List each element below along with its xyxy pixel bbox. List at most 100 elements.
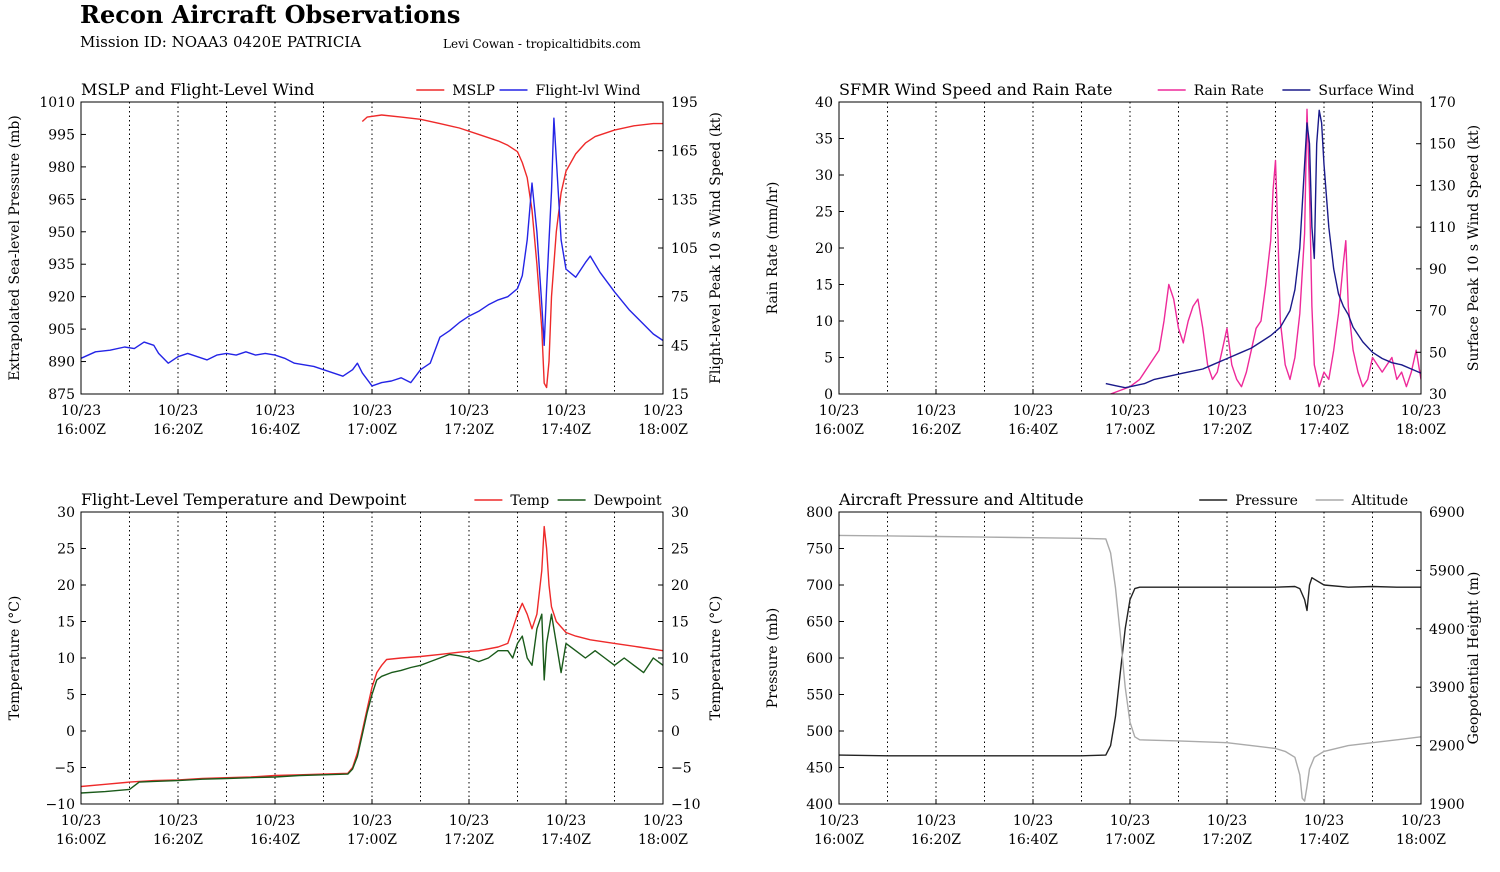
- y-tick-label: 30: [815, 168, 833, 184]
- x-tick-label-time: 17:00Z: [1105, 832, 1155, 848]
- x-tick-label-date: 10/23: [643, 403, 683, 419]
- y-tick-label: 5: [66, 688, 75, 704]
- x-tick-label-date: 10/23: [1401, 403, 1441, 419]
- series-line-0: [361, 114, 663, 389]
- y2-tick-label: 130: [1429, 178, 1456, 194]
- y2-tick-label: 5900: [1429, 563, 1465, 579]
- y-tick-label: 890: [48, 355, 75, 371]
- legend-label: Flight-lvl Wind: [536, 83, 641, 99]
- x-tick-label-time: 17:20Z: [1202, 422, 1252, 438]
- x-tick-label-time: 17:20Z: [444, 422, 494, 438]
- y-tick-label: 920: [48, 290, 75, 306]
- y-tick-label: −5: [54, 761, 75, 777]
- y2-tick-label: 0: [671, 724, 680, 740]
- x-tick-label-time: 17:40Z: [541, 832, 591, 848]
- x-tick-label-time: 17:20Z: [444, 832, 494, 848]
- y2-tick-label: 135: [671, 192, 698, 208]
- x-tick-label-date: 10/23: [1401, 813, 1441, 829]
- y-tick-label: 650: [806, 615, 833, 631]
- x-tick-label-date: 10/23: [61, 403, 101, 419]
- x-tick-label-date: 10/23: [1207, 813, 1247, 829]
- y2-tick-label: 75: [671, 290, 689, 306]
- y-tick-label: −10: [45, 797, 75, 813]
- x-tick-label-date: 10/23: [255, 403, 295, 419]
- x-tick-label-time: 17:40Z: [1299, 422, 1349, 438]
- chart-title: SFMR Wind Speed and Rain Rate: [839, 80, 1112, 99]
- x-tick-label-time: 18:00Z: [638, 422, 688, 438]
- x-tick-label-date: 10/23: [819, 813, 859, 829]
- x-tick-label-date: 10/23: [916, 813, 956, 829]
- chart-3: Aircraft Pressure and Altitude 400 450 500 5…: [765, 490, 1482, 848]
- page-title: Recon Aircraft Observations: [80, 0, 461, 29]
- y2-tick-label: 20: [671, 578, 689, 594]
- y2-tick-label: 150: [1429, 137, 1456, 153]
- x-tick-label-date: 10/23: [1304, 813, 1344, 829]
- y-tick-label: 10: [815, 314, 833, 330]
- y2-tick-label: 1900: [1429, 797, 1465, 813]
- chart-0: MSLP and Flight-Level Wind 875 890 905 920 93…: [7, 80, 724, 438]
- y-tick-label: 995: [48, 127, 75, 143]
- y2-axis-label: Surface Peak 10 s Wind Speed (kt): [1466, 125, 1482, 371]
- y2-tick-label: 5: [671, 688, 680, 704]
- y-tick-label: 0: [66, 724, 75, 740]
- x-tick-label-time: 16:20Z: [911, 422, 961, 438]
- y2-axis-label: Flight-level Peak 10 s Wind Speed (kt): [708, 112, 724, 384]
- x-tick-label-time: 16:00Z: [56, 422, 106, 438]
- x-tick-label-time: 16:20Z: [911, 832, 961, 848]
- x-tick-label-time: 18:00Z: [638, 832, 688, 848]
- y2-tick-label: 105: [671, 241, 698, 257]
- y2-tick-label: −5: [671, 761, 692, 777]
- legend-label: MSLP: [452, 83, 495, 99]
- y-tick-label: 1010: [39, 95, 75, 111]
- chart-title: MSLP and Flight-Level Wind: [81, 80, 314, 99]
- y-tick-label: 500: [806, 724, 833, 740]
- y2-axis-label: Temperature (°C): [708, 596, 724, 721]
- x-tick-label-time: 18:00Z: [1396, 422, 1446, 438]
- x-tick-label-date: 10/23: [1304, 403, 1344, 419]
- x-tick-label-date: 10/23: [158, 813, 198, 829]
- y2-tick-label: 50: [1429, 345, 1447, 361]
- x-tick-label-date: 10/23: [1207, 403, 1247, 419]
- y-tick-label: 35: [815, 132, 833, 148]
- y-tick-label: 950: [48, 225, 75, 241]
- y2-tick-label: 110: [1429, 220, 1456, 236]
- y-axis-label: Temperature (°C): [7, 596, 23, 721]
- y2-tick-label: 30: [671, 505, 689, 521]
- x-tick-label-date: 10/23: [352, 813, 392, 829]
- x-tick-label-date: 10/23: [449, 403, 489, 419]
- y-tick-label: 935: [48, 257, 75, 273]
- y-tick-label: 15: [815, 278, 833, 294]
- y-tick-label: 905: [48, 322, 75, 338]
- y-tick-label: 875: [48, 387, 75, 403]
- legend-label: Surface Wind: [1318, 83, 1414, 99]
- y-axis-label: Extrapolated Sea-level Pressure (mb): [7, 115, 23, 381]
- y2-tick-label: 2900: [1429, 739, 1465, 755]
- y-tick-label: 20: [57, 578, 75, 594]
- x-tick-label-time: 16:40Z: [250, 832, 300, 848]
- legend-label: Temp: [510, 493, 549, 509]
- x-tick-label-time: 16:20Z: [153, 832, 203, 848]
- y-tick-label: 25: [815, 205, 833, 221]
- y-tick-label: 965: [48, 192, 75, 208]
- y-tick-label: 400: [806, 797, 833, 813]
- y-tick-label: 450: [806, 761, 833, 777]
- x-tick-label-date: 10/23: [1110, 813, 1150, 829]
- y-tick-label: 10: [57, 651, 75, 667]
- x-tick-label-date: 10/23: [643, 813, 683, 829]
- legend-label: Pressure: [1235, 493, 1298, 509]
- x-tick-label-date: 10/23: [449, 813, 489, 829]
- x-tick-label-time: 17:40Z: [541, 422, 591, 438]
- x-tick-label-time: 16:40Z: [1008, 422, 1058, 438]
- legend-label: Altitude: [1351, 493, 1409, 509]
- y-tick-label: 25: [57, 542, 75, 558]
- series-line-0: [1110, 108, 1421, 394]
- chart-1: SFMR Wind Speed and Rain Rate 0 5 10 15 20 25 3…: [765, 80, 1482, 438]
- y2-tick-label: −10: [671, 797, 701, 813]
- x-tick-label-time: 16:00Z: [814, 832, 864, 848]
- y2-tick-label: 15: [671, 615, 689, 631]
- x-tick-label-time: 17:00Z: [1105, 422, 1155, 438]
- x-tick-label-date: 10/23: [352, 403, 392, 419]
- y-axis-label: Pressure (mb): [765, 608, 781, 708]
- y-tick-label: 0: [824, 387, 833, 403]
- series-line-1: [1105, 109, 1421, 389]
